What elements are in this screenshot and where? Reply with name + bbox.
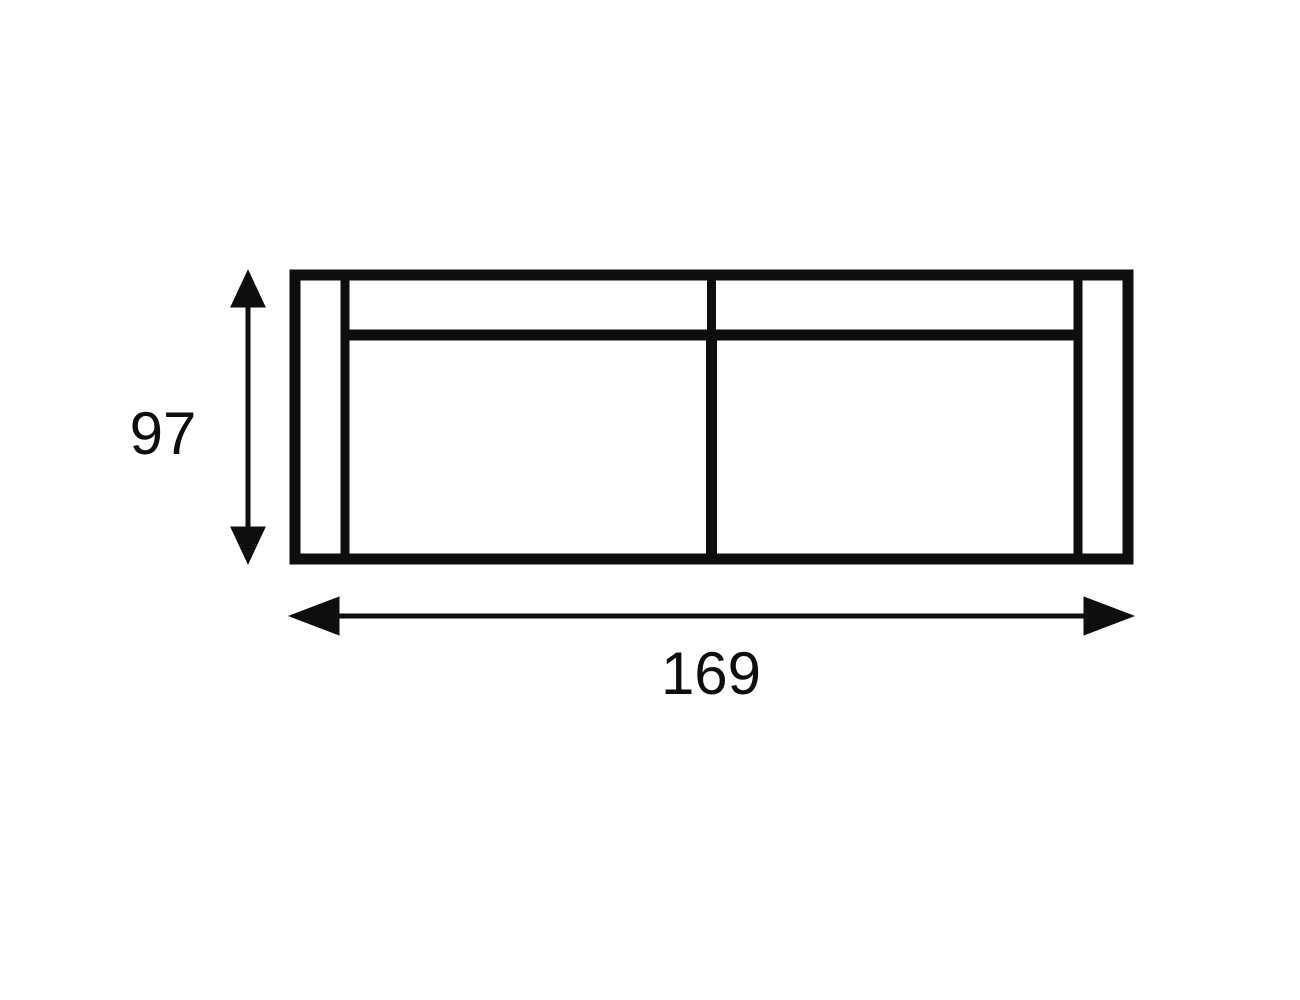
dimension-width-label: 169 [661,640,761,707]
dimension-diagram: 97 169 [0,0,1300,1000]
dimension-width-arrow [295,600,1128,632]
dimension-depth: 97 [130,275,262,559]
dimension-width: 169 [295,600,1128,707]
sofa-top-view [295,275,1128,559]
dimension-depth-label: 97 [130,400,197,467]
dimension-depth-arrow [234,275,262,559]
